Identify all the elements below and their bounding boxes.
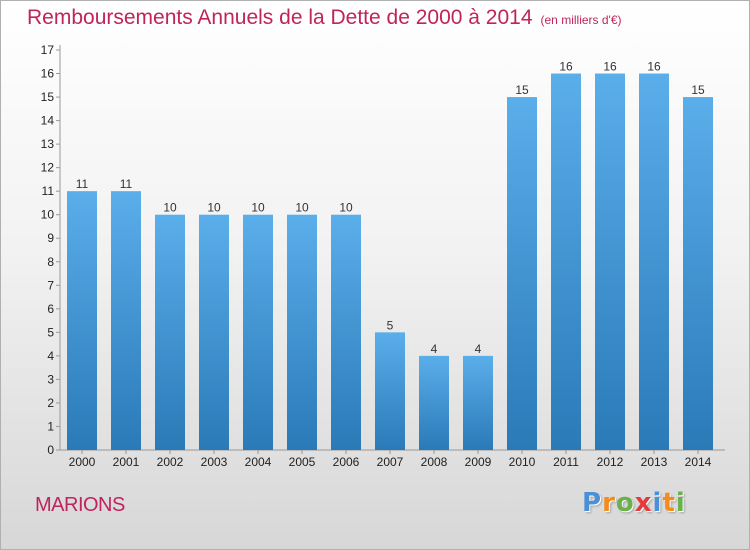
chart-unit: (en milliers d'€) (540, 13, 622, 27)
x-tick-label: 2005 (289, 455, 316, 469)
y-tick-label: 14 (41, 114, 55, 128)
y-tick-label: 2 (47, 396, 54, 410)
logo-letter: i (675, 488, 686, 518)
x-tick-label: 2012 (597, 455, 624, 469)
x-tick-label: 2009 (465, 455, 492, 469)
bar-value-label: 11 (76, 177, 89, 191)
bar-2002 (155, 214, 185, 450)
bar-2011 (551, 73, 581, 450)
town-name: MARIONS (35, 494, 125, 516)
logo-letter: P (582, 488, 603, 518)
bar-2000 (67, 191, 97, 451)
bar-value-label: 10 (295, 201, 309, 215)
y-tick-label: 6 (47, 302, 54, 316)
y-tick-label: 15 (41, 90, 55, 104)
bar-value-label: 16 (603, 60, 617, 74)
bar-2009 (463, 355, 493, 450)
chart-bars: 11 11 10 10 10 10 10 5 4 4 15 16 16 16 15 (67, 60, 713, 451)
bar-value-label: 10 (207, 201, 221, 215)
bar-2007 (375, 332, 405, 450)
logo-letter: r (602, 488, 616, 518)
bar-value-label: 16 (647, 60, 661, 74)
bar-value-label: 10 (163, 201, 177, 215)
x-tick-label: 2003 (201, 455, 228, 469)
y-tick-label: 9 (47, 231, 54, 245)
bar-value-label: 16 (559, 60, 573, 74)
x-tick-label: 2013 (641, 455, 668, 469)
bar-value-label: 4 (431, 342, 438, 356)
logo-letter: x (634, 488, 653, 518)
bar-value-label: 4 (475, 342, 482, 356)
bar-2005 (287, 214, 317, 450)
x-tick-label: 2001 (113, 455, 140, 469)
y-tick-label: 5 (47, 325, 54, 339)
y-tick-label: 17 (41, 43, 55, 57)
y-tick-label: 4 (47, 349, 54, 363)
y-tick-label: 7 (47, 278, 54, 292)
bar-2006 (331, 214, 361, 450)
logo-letter: o (615, 488, 635, 518)
bar-2012 (595, 73, 625, 450)
y-tick-label: 1 (47, 419, 54, 433)
x-tick-label: 2007 (377, 455, 404, 469)
bar-value-label: 15 (691, 83, 705, 97)
proxiti-logo: Proxiti (582, 488, 686, 518)
bar-2008 (419, 355, 449, 450)
y-tick-label: 11 (42, 184, 55, 198)
y-tick-label: 0 (47, 443, 54, 457)
x-tick-label: 2004 (245, 455, 272, 469)
x-tick-label: 2010 (509, 455, 536, 469)
bar-2010 (507, 97, 537, 450)
x-tick-label: 2008 (421, 455, 448, 469)
y-tick-label: 12 (41, 161, 55, 175)
y-tick-label: 8 (47, 255, 54, 269)
bar-value-label: 10 (339, 201, 353, 215)
bar-2003 (199, 214, 229, 450)
x-tick-label: 2011 (553, 455, 579, 469)
x-tick-label: 2006 (333, 455, 360, 469)
bar-2004 (243, 214, 273, 450)
bar-value-label: 15 (515, 83, 529, 97)
bar-2014 (683, 97, 713, 450)
bar-value-label: 10 (251, 201, 265, 215)
y-tick-label: 16 (41, 67, 55, 81)
y-tick-label: 10 (41, 208, 55, 222)
x-tick-label: 2002 (157, 455, 184, 469)
bar-2013 (639, 73, 669, 450)
bar-value-label: 11 (120, 177, 133, 191)
chart-title: Remboursements Annuels de la Dette de 20… (27, 6, 622, 30)
chart-title-text: Remboursements Annuels de la Dette de 20… (27, 6, 533, 29)
x-tick-label: 2000 (69, 455, 96, 469)
y-tick-label: 13 (41, 137, 55, 151)
bar-value-label: 5 (387, 318, 394, 332)
bar-2001 (111, 191, 141, 451)
x-tick-label: 2014 (685, 455, 712, 469)
logo-letter: i (652, 488, 663, 518)
logo-letter: t (662, 488, 676, 518)
y-tick-label: 3 (47, 372, 54, 386)
